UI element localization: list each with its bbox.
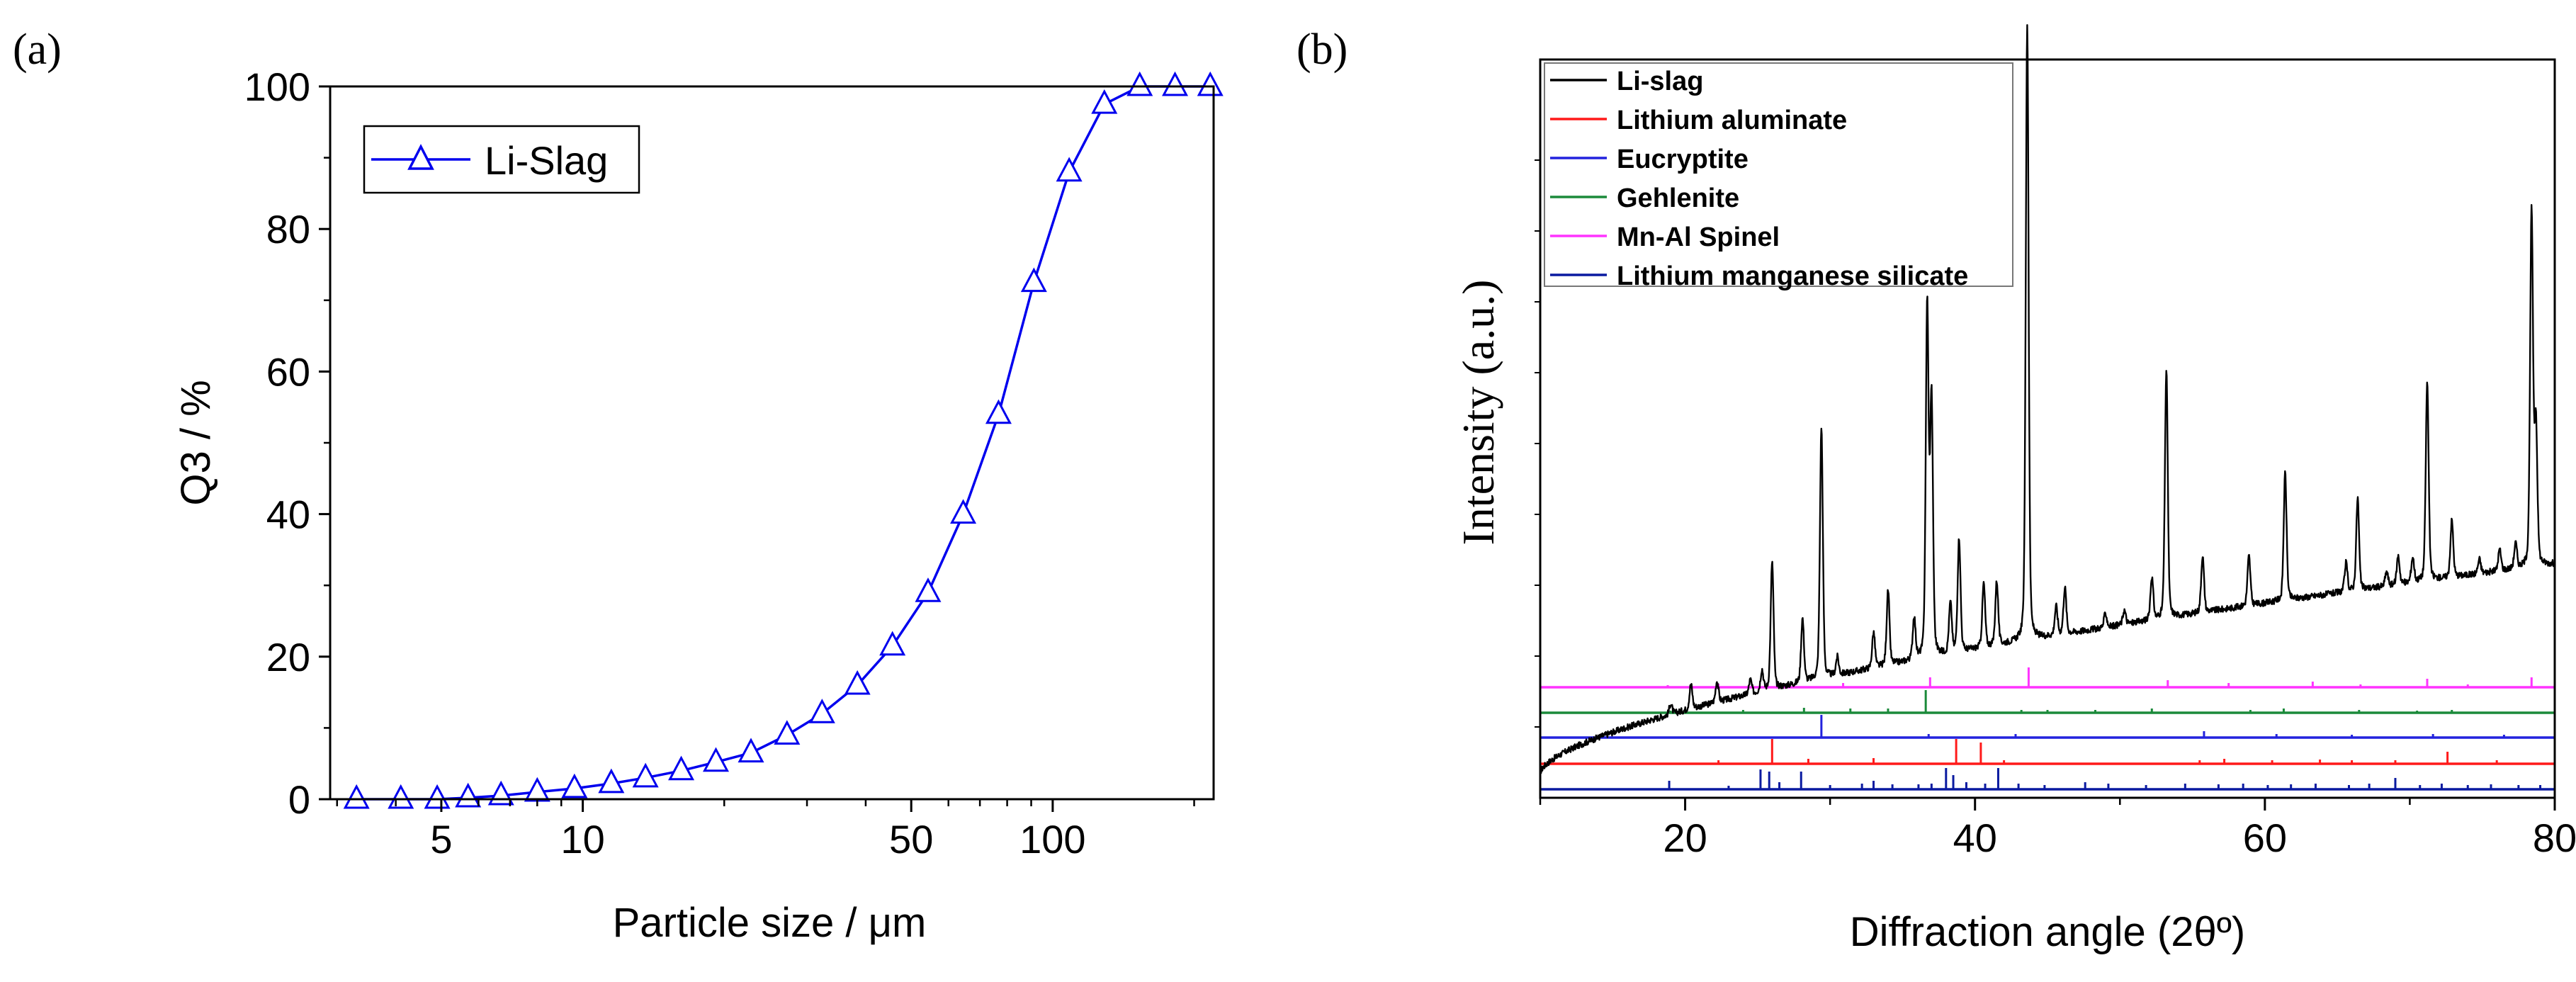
panel-b-legend-box xyxy=(1544,62,2013,287)
panel-b-legend-label: Lithium manganese silicate xyxy=(1617,261,1968,291)
panel-b-legend-label: Eucryptite xyxy=(1617,145,1749,174)
panel-a-data-point xyxy=(985,399,1012,424)
panel-a-y-tick-label: 100 xyxy=(244,64,310,109)
panel-b-reference-lithium-aluminate xyxy=(1540,739,2555,765)
panel-b-plot-frame xyxy=(1539,58,2556,799)
panel-a-y-tick-label: 20 xyxy=(266,635,310,679)
panel-b-legend: Li-slag Lithium aluminate Eucryptite Gehlen… xyxy=(1544,62,2013,291)
panel-a-data-point xyxy=(808,699,835,723)
panel-b-li-slag-pattern xyxy=(1539,24,2556,774)
panel-a-data-point xyxy=(1162,71,1189,96)
panel-a-data-point xyxy=(561,773,588,798)
panel-b-plot-area xyxy=(1539,24,2556,791)
panel-b-x-axis-title: Diffraction angle (2θº) xyxy=(1850,909,2246,955)
panel-a-y-tick-label: 0 xyxy=(288,777,310,822)
panel-a-data-point xyxy=(524,777,550,802)
panel-a-data-point xyxy=(388,784,414,809)
panel-b-ticks xyxy=(1535,159,2556,811)
panel-a-data-point xyxy=(950,499,977,524)
panel-a-legend-swatch-marker xyxy=(407,144,434,170)
panel-a-x-tick-label: 50 xyxy=(889,817,933,862)
panel-a-data-point xyxy=(702,747,729,772)
panel-a-data-point xyxy=(1056,157,1083,182)
panel-a-data-point xyxy=(844,670,871,695)
panel-a-data-point xyxy=(343,784,370,809)
panel-a-data-point xyxy=(1091,89,1118,114)
panel-a-y-tick-label: 40 xyxy=(266,492,310,537)
panel-b-legend-label: Mn-Al Spinel xyxy=(1617,222,1780,252)
panel-a-data-point xyxy=(424,784,451,809)
panel-a-y-tick-labels: 0 20 40 60 80 100 xyxy=(244,64,310,822)
panel-b-x-tick-label: 80 xyxy=(2533,815,2576,860)
panel-a-data-point xyxy=(774,720,801,745)
panel-a-data-point xyxy=(598,768,625,794)
panel-b-reference-lithium-manganese-silicate xyxy=(1540,768,2555,791)
panel-a-data-point xyxy=(668,755,695,781)
panel-a-data-point xyxy=(455,782,482,808)
panel-b-x-tick-label: 20 xyxy=(1663,815,1707,860)
panel-a-x-tick-label: 5 xyxy=(430,817,452,862)
panel-a-x-axis-title: Particle size / μm xyxy=(613,900,927,946)
panel-a-data-point xyxy=(879,631,906,656)
panel-b-reference-gehlenite xyxy=(1540,690,2555,714)
panel-b-x-tick-label: 60 xyxy=(2243,815,2287,860)
panel-b-x-tick-labels: 20 40 60 80 xyxy=(1663,815,2576,860)
panel-a-y-tick-label: 80 xyxy=(266,207,310,252)
panel-a-data-point xyxy=(1020,267,1047,293)
panel-a-x-tick-label: 100 xyxy=(1019,817,1085,862)
panel-a-ticks xyxy=(319,85,1195,812)
panel-b-legend-label: Gehlenite xyxy=(1617,184,1739,213)
panel-a-data-point xyxy=(1197,71,1224,96)
panel-b-legend-label: Lithium aluminate xyxy=(1617,106,1847,135)
panel-b-y-axis-title: Intensity (a.u.) xyxy=(1453,280,1503,546)
panel-a-y-axis-title: Q3 / % xyxy=(173,380,219,505)
panel-a-chart: (a) 0 20 40 60 80 100 5 10 50 100 Particle size … xyxy=(13,26,1224,946)
panel-a-legend-label: Li-Slag xyxy=(485,138,608,183)
panel-a-legend: Li-Slag xyxy=(363,125,640,194)
panel-a-x-tick-label: 10 xyxy=(560,817,604,862)
panel-a-data-point xyxy=(487,780,514,806)
panel-a-y-tick-label: 60 xyxy=(266,349,310,394)
panel-b-reference-eucryptite xyxy=(1540,715,2555,739)
panel-b-label: (b) xyxy=(1297,26,1348,74)
panel-a-data-point xyxy=(632,762,659,788)
panel-a-x-tick-labels: 5 10 50 100 xyxy=(430,817,1085,862)
panel-b-legend-label: Li-slag xyxy=(1617,67,1703,96)
panel-a-data-point xyxy=(738,738,764,763)
panel-b-x-tick-label: 40 xyxy=(1953,815,1997,860)
panel-b-chart: (b) 20 40 60 80 Diffraction angle (2θº) Int… xyxy=(1297,24,2576,955)
panel-a-label: (a) xyxy=(13,26,62,74)
panel-a-data-point xyxy=(915,577,942,602)
panel-a-data-point xyxy=(1126,71,1153,96)
